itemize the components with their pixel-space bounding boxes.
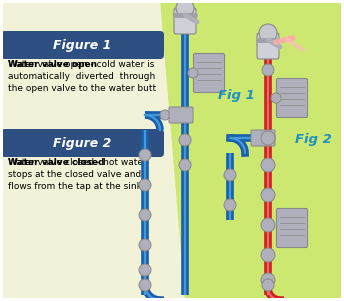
Polygon shape [0,0,3,301]
Circle shape [261,248,275,262]
Circle shape [139,239,151,251]
Circle shape [261,131,275,145]
Text: Figure 1: Figure 1 [53,39,111,51]
Polygon shape [0,0,344,3]
FancyBboxPatch shape [277,79,308,117]
Circle shape [261,188,275,202]
Text: Fig 2: Fig 2 [295,134,332,147]
Text: Water valve open - cold water is
automatically  diverted  through
the open valve: Water valve open - cold water is automat… [8,60,156,93]
Circle shape [261,273,275,287]
FancyBboxPatch shape [257,33,279,59]
Circle shape [224,169,236,181]
Circle shape [179,134,191,146]
FancyBboxPatch shape [169,107,193,123]
Circle shape [178,108,192,122]
FancyBboxPatch shape [277,209,308,247]
Circle shape [261,131,275,145]
Circle shape [261,158,275,172]
Circle shape [139,279,151,291]
FancyBboxPatch shape [1,129,164,157]
FancyBboxPatch shape [174,8,196,34]
Polygon shape [160,0,344,301]
Text: Figure 2: Figure 2 [53,136,111,150]
Circle shape [139,149,151,161]
Circle shape [139,264,151,276]
Circle shape [176,0,194,17]
Circle shape [160,110,170,120]
FancyBboxPatch shape [1,31,164,59]
Text: Water valve closed: Water valve closed [8,158,105,167]
Circle shape [139,179,151,191]
Text: Water valve closed - hot water
stops at the closed valve and
flows from the tap : Water valve closed - hot water stops at … [8,158,147,191]
Circle shape [261,218,275,232]
Circle shape [259,24,277,42]
FancyBboxPatch shape [193,54,225,92]
Circle shape [179,159,191,171]
Circle shape [262,279,274,291]
Text: Fig 1: Fig 1 [218,88,255,101]
Circle shape [271,93,281,103]
Circle shape [224,199,236,211]
Circle shape [262,64,274,76]
Polygon shape [341,0,344,301]
Circle shape [139,209,151,221]
Polygon shape [0,298,344,301]
Text: Water valve open: Water valve open [8,60,97,69]
FancyBboxPatch shape [251,130,275,146]
Circle shape [188,68,198,78]
